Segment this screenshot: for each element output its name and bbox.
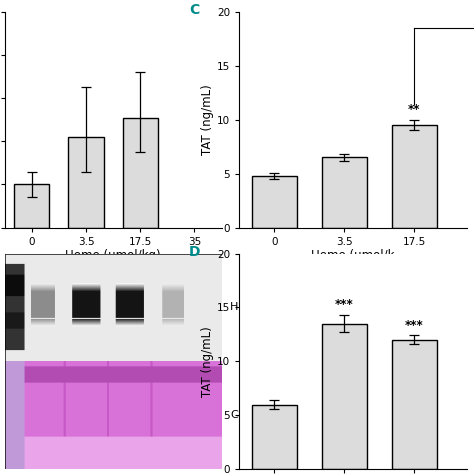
Bar	[14, 184, 49, 228]
Bar	[252, 176, 297, 228]
Text: ***: ***	[405, 319, 424, 332]
Bar	[68, 137, 104, 228]
Text: C: C	[230, 410, 238, 420]
Y-axis label: TAT (ng/mL): TAT (ng/mL)	[201, 326, 214, 397]
Text: **: **	[408, 103, 420, 117]
Bar	[392, 125, 437, 228]
Text: D: D	[189, 245, 201, 259]
Bar	[321, 157, 367, 228]
Text: C: C	[189, 3, 200, 17]
Bar	[123, 118, 158, 228]
Text: H: H	[230, 302, 238, 312]
X-axis label: Heme (μmol/kg): Heme (μmol/kg)	[65, 249, 161, 263]
Text: ***: ***	[335, 298, 354, 311]
X-axis label: Heme (μmol/k: Heme (μmol/k	[311, 249, 395, 263]
Bar	[252, 404, 297, 469]
Y-axis label: TAT (ng/mL): TAT (ng/mL)	[201, 84, 214, 155]
Bar	[392, 340, 437, 469]
Bar	[321, 324, 367, 469]
